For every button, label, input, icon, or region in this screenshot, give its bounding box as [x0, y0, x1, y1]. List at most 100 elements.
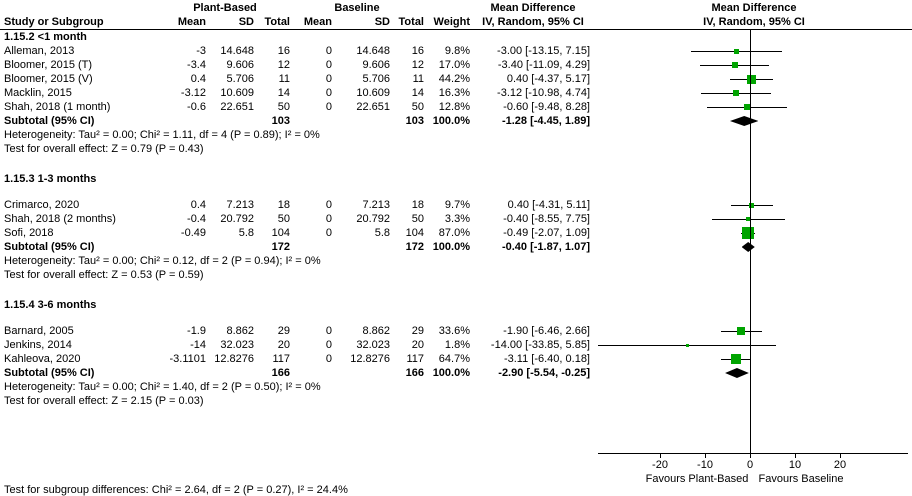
mean1-value: -0.49	[180, 227, 206, 239]
total1-value: 16	[277, 45, 290, 57]
subgroup-title: 1.15.2 <1 month	[4, 31, 87, 43]
sd2-value: 5.8	[374, 227, 390, 239]
total2-value: 18	[411, 199, 424, 211]
total2-value: 20	[411, 339, 424, 351]
subtotal-mean1	[160, 114, 206, 128]
ci-plot-cell	[596, 172, 912, 186]
axis-tick	[750, 454, 751, 458]
axis-tick-label: -20	[652, 459, 668, 471]
ci-text: -0.49 [-2.07, 1.09]	[503, 227, 590, 239]
favours-labels-row: Favours Plant-Based Favours Baseline	[0, 474, 912, 485]
subgroup-title-row: 1.15.4 3-6 months	[0, 298, 912, 312]
ci-text: -3.12 [-10.98, 4.74]	[497, 87, 590, 99]
ci-plot-cell	[596, 58, 912, 72]
col-header-mean2: Mean	[303, 16, 332, 28]
overall-effect-note: Test for overall effect: Z = 2.15 (P = 0…	[4, 395, 204, 407]
heterogeneity-note: Heterogeneity: Tau² = 0.00; Chi² = 1.40,…	[4, 381, 321, 393]
col-header-total2: Total	[398, 16, 424, 28]
subtotal-weight: 100.0%	[432, 115, 470, 127]
subtotal-label: Subtotal (95% CI)	[4, 367, 95, 379]
total1-value: 50	[277, 213, 290, 225]
weight-value: 44.2%	[438, 73, 470, 85]
ci-plot-cell	[596, 30, 912, 44]
total2-value: 16	[411, 45, 424, 57]
mean1-value: -3	[196, 45, 206, 57]
sd2-value: 7.213	[362, 199, 390, 211]
effect-square	[731, 354, 741, 364]
subtotal-sd1	[206, 366, 254, 380]
subgroup-differences-note: Test for subgroup differences: Chi² = 2.…	[4, 484, 348, 496]
sd1-value: 8.862	[226, 325, 254, 337]
effect-square	[737, 327, 746, 335]
total2-value: 50	[411, 213, 424, 225]
study-row: Crimarco, 2020 0.4 7.213 18 0 7.213 18 9.7% 0.40…	[0, 198, 912, 212]
effect-square	[744, 104, 751, 110]
subtotal-sd1	[206, 240, 254, 254]
forest-table-body: 1.15.2 <1 month Alleman, 2013 -3 14.648 16 0 1…	[0, 30, 912, 452]
ci-plot-cell	[596, 394, 912, 408]
subtotal-sd2	[332, 366, 390, 380]
subtotal-label: Subtotal (95% CI)	[4, 115, 95, 127]
axis-tick-label: -10	[697, 459, 713, 471]
overall-effect-note-row: Test for overall effect: Z = 2.15 (P = 0…	[0, 394, 912, 408]
overall-effect-note: Test for overall effect: Z = 0.79 (P = 0…	[4, 143, 204, 155]
sd1-value: 7.213	[226, 199, 254, 211]
mean2-value: 0	[325, 325, 332, 337]
total2-value: 104	[405, 227, 424, 239]
study-row: Macklin, 2015 -3.12 10.609 14 0 10.609 14 16.3%…	[0, 86, 912, 100]
subtotal-sd2	[332, 240, 390, 254]
total1-value: 29	[277, 325, 290, 337]
subtotal-mean2	[290, 240, 332, 254]
col-header-sd2: SD	[374, 16, 390, 28]
axis-tick-label: 20	[833, 459, 847, 471]
mean1-value: -14	[190, 339, 206, 351]
weight-value: 64.7%	[438, 353, 470, 365]
sd2-value: 22.651	[356, 101, 390, 113]
subtotal-row: Subtotal (95% CI) 172 172 100.0% -0.40 [-1.8…	[0, 240, 912, 254]
ci-plot-cell	[596, 366, 912, 380]
study-name: Kahleova, 2020	[4, 353, 81, 365]
ci-plot-cell	[596, 324, 912, 338]
ci-plot-cell	[596, 198, 912, 212]
subtotal-diamond	[729, 116, 759, 126]
mean2-value: 0	[325, 87, 332, 99]
sd2-value: 9.606	[362, 59, 390, 71]
sd2-value: 5.706	[362, 73, 390, 85]
heterogeneity-note: Heterogeneity: Tau² = 0.00; Chi² = 0.12,…	[4, 255, 321, 267]
total2-value: 14	[411, 87, 424, 99]
ci-plot-cell	[596, 254, 912, 268]
mean2-value: 0	[325, 45, 332, 57]
favours-left-label: Favours Plant-Based	[645, 473, 749, 485]
total2-value: 117	[406, 353, 424, 365]
subtotal-diamond	[741, 242, 755, 252]
ci-text: -3.11 [-6.40, 0.18]	[503, 353, 590, 365]
mean1-value: -1.9	[187, 325, 206, 337]
col-header-sd1: SD	[238, 16, 254, 28]
favours-right-label: Favours Baseline	[758, 473, 844, 485]
weight-value: 16.3%	[438, 87, 470, 99]
mean2-value: 0	[325, 339, 332, 351]
sd2-value: 14.648	[356, 45, 390, 57]
subtotal-total1: 103	[271, 115, 290, 127]
effect-square	[731, 62, 738, 68]
ci-text: -0.60 [-9.48, 8.28]	[503, 101, 590, 113]
subtotal-diamond	[725, 368, 749, 378]
sd1-value: 12.8276	[214, 353, 254, 365]
axis-tick-label: 0	[746, 459, 754, 471]
mean1-value: -3.1101	[169, 353, 207, 365]
study-name: Bloomer, 2015 (V)	[4, 73, 93, 85]
axis-tick	[840, 454, 841, 458]
weight-value: 12.8%	[438, 101, 470, 113]
study-name: Sofi, 2018	[4, 227, 54, 239]
weight-value: 3.3%	[444, 213, 470, 225]
spacer-row	[0, 186, 912, 198]
subtotal-ci-text: -1.28 [-4.45, 1.89]	[501, 115, 590, 127]
total1-value: 11	[278, 73, 290, 85]
axis-tick	[660, 454, 661, 458]
overall-effect-note-row: Test for overall effect: Z = 0.79 (P = 0…	[0, 142, 912, 156]
subtotal-mean1	[160, 366, 206, 380]
heterogeneity-note: Heterogeneity: Tau² = 0.00; Chi² = 1.11,…	[4, 129, 320, 141]
total2-value: 12	[411, 59, 424, 71]
subtotal-total1: 172	[271, 241, 290, 253]
study-name: Shah, 2018 (1 month)	[4, 101, 111, 113]
